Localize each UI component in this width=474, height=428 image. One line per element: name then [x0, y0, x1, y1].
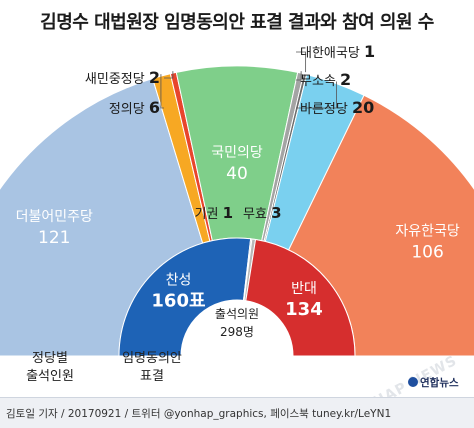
party-value-3: 40 — [226, 164, 248, 184]
vote-value-3: 134 — [285, 299, 323, 320]
total-label: 298명 — [220, 325, 254, 339]
party-value-7: 106 — [411, 242, 443, 262]
callout-label-2: 새민중정당 2 — [85, 68, 160, 87]
callout-label-4: 무소속 2 — [300, 70, 351, 89]
vote-result-chart — [118, 237, 356, 357]
party-label-7: 자유한국당 — [395, 223, 460, 239]
center-label: 출석의원 — [215, 307, 259, 321]
vote-label-0: 찬성 — [166, 272, 192, 288]
callout-line-1 — [160, 74, 164, 109]
chart-labels: 더불어민주당 121 국민의당 40 자유한국당 106 정의당 6 새민중정당 2 대한애국당… — [16, 42, 460, 384]
credit-line: 김토일 기자 / 20170921 / 트위터 @yonhap_graphics… — [6, 408, 392, 420]
page-title: 김명수 대법원장 임명동의안 표결 결과와 참여 의원 수 — [40, 12, 434, 33]
vote-callout-2: 무효 3 — [243, 204, 282, 222]
callout-label-5: 대한애국당 1 — [300, 42, 375, 61]
party-attendance-chart — [0, 65, 474, 357]
callout-label-6: 바른정당 20 — [300, 98, 374, 117]
party-caption-1: 출석인원 — [26, 369, 74, 384]
yonhap-logo-icon — [408, 377, 418, 387]
callout-line-5 — [296, 51, 307, 73]
callout-line-4 — [296, 71, 302, 81]
vote-label-3: 반대 — [291, 281, 317, 297]
vote-value-0: 160표 — [151, 290, 205, 311]
callout-line-2 — [164, 71, 174, 79]
vote-callout-1: 기권 1 — [195, 204, 234, 222]
party-value-0: 121 — [38, 228, 70, 248]
footer-bar: 김토일 기자 / 20170921 / 트위터 @yonhap_graphics… — [0, 397, 474, 428]
party-label-3: 국민의당 — [211, 145, 263, 161]
yonhap-logo: 연합뉴스 — [408, 375, 459, 390]
party-label-0: 더불어민주당 — [16, 209, 93, 225]
vote-caption-0: 임명동의안 — [122, 351, 182, 366]
vote-caption-1: 표결 — [140, 369, 164, 384]
callout-line-6 — [296, 81, 337, 109]
logo-text: 연합뉴스 — [420, 377, 459, 389]
center-hole — [181, 300, 293, 356]
party-caption-0: 정당별 — [32, 351, 68, 366]
callout-label-1: 정의당 6 — [109, 98, 160, 117]
